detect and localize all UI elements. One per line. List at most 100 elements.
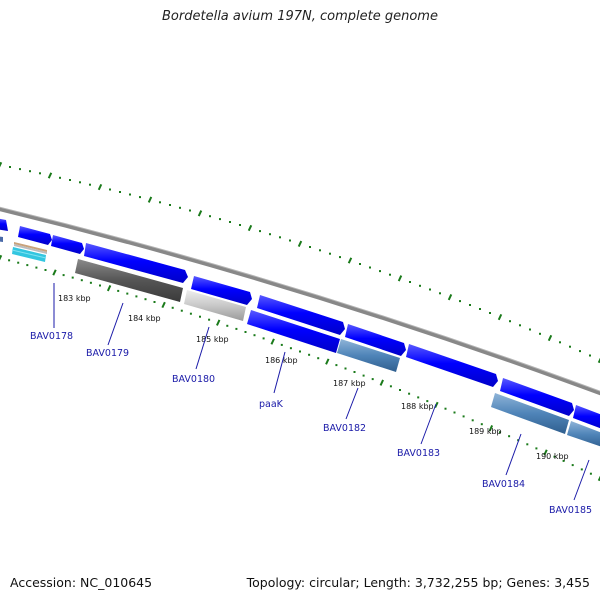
cds-feature <box>567 421 600 447</box>
leader-line <box>573 459 590 501</box>
minor-tick <box>229 221 231 223</box>
minor-tick <box>71 276 74 279</box>
minor-tick <box>109 188 111 191</box>
minor-tick <box>499 431 501 434</box>
minor-tick <box>59 176 61 179</box>
minor-tick <box>169 204 171 206</box>
map-title: Bordetella avium 197N, complete genome <box>162 9 438 24</box>
minor-tick <box>259 230 261 233</box>
minor-tick <box>579 350 581 353</box>
cds-feature <box>247 310 340 353</box>
kbp-labels: 183 kbp 184 kbp 185 kbp 186 kbp 187 kbp … <box>58 294 569 461</box>
minor-tick <box>589 354 591 357</box>
cds-feature <box>337 339 400 372</box>
minor-tick <box>289 239 291 242</box>
minor-tick <box>139 196 141 199</box>
gene-label: BAV0182 <box>323 423 366 434</box>
major-tick <box>0 161 3 169</box>
cds-feature <box>84 243 188 283</box>
minor-tick <box>44 269 47 271</box>
leader-line <box>273 351 286 394</box>
kbp-label: 187 kbp <box>333 379 366 388</box>
kbp-label: 188 kbp <box>401 402 434 411</box>
accession-label: Accession: <box>10 575 77 590</box>
minor-tick <box>244 331 247 333</box>
major-tick <box>47 172 53 179</box>
major-tick <box>447 294 453 301</box>
minor-tick <box>571 464 574 467</box>
minor-tick <box>199 315 201 318</box>
minor-tick <box>389 273 391 276</box>
minor-tick <box>280 343 283 346</box>
major-tick <box>147 196 153 203</box>
minor-tick <box>509 320 511 323</box>
accession-value: NC_010645 <box>80 575 153 590</box>
minor-tick <box>329 252 331 255</box>
major-tick <box>297 240 303 247</box>
minor-tick <box>309 246 311 248</box>
minor-tick <box>526 443 529 446</box>
minor-tick <box>353 371 356 373</box>
inner-tick-ring <box>0 254 600 482</box>
minor-tick <box>553 455 556 458</box>
major-tick <box>161 301 166 309</box>
major-tick <box>247 224 253 232</box>
rna-feature <box>14 244 47 254</box>
minor-tick <box>459 300 461 303</box>
minor-tick <box>19 168 21 171</box>
leader-line <box>420 403 437 445</box>
minor-tick <box>339 256 341 259</box>
leader-line <box>505 433 522 476</box>
minor-tick <box>235 327 238 330</box>
leader-line <box>345 387 359 420</box>
minor-tick <box>26 264 29 267</box>
cds-feature <box>406 344 498 387</box>
minor-tick <box>159 201 161 204</box>
major-tick <box>547 334 553 342</box>
minor-tick <box>153 301 156 303</box>
gene-label: BAV0183 <box>397 448 440 459</box>
minor-tick <box>344 367 347 370</box>
minor-tick <box>417 396 420 399</box>
minor-tick <box>529 328 531 331</box>
minor-tick <box>469 304 471 306</box>
minor-tick <box>8 259 11 262</box>
minor-tick <box>426 400 429 403</box>
minor-tick <box>144 298 147 301</box>
minor-tick <box>362 374 365 377</box>
label-leaders <box>53 283 590 501</box>
gene-label: BAV0185 <box>549 505 592 516</box>
minor-tick <box>569 345 571 348</box>
minor-tick <box>589 472 592 475</box>
kbp-label: 183 kbp <box>58 294 91 303</box>
major-tick <box>0 254 3 262</box>
kbp-label: 185 kbp <box>196 335 229 344</box>
kbp-label: 190 kbp <box>536 452 569 461</box>
major-tick <box>52 269 57 276</box>
minor-tick <box>262 337 265 340</box>
minor-tick <box>369 266 371 269</box>
gene-label: BAV0179 <box>86 348 129 359</box>
minor-tick <box>317 357 320 360</box>
major-tick <box>543 449 548 456</box>
minor-tick <box>180 309 183 312</box>
kbp-label: 184 kbp <box>128 314 161 323</box>
minor-tick <box>80 279 83 282</box>
gene-label: paaK <box>259 399 284 410</box>
minor-tick <box>226 324 229 327</box>
minor-tick <box>239 224 241 226</box>
minor-tick <box>209 215 211 218</box>
minor-tick <box>279 236 281 239</box>
minor-tick <box>69 179 71 181</box>
kbp-label: 189 kbp <box>469 427 502 436</box>
minor-tick <box>126 292 129 295</box>
backbone-arc-highlight <box>0 206 600 392</box>
minor-tick <box>371 378 374 381</box>
cds-feature <box>191 276 252 305</box>
major-tick <box>97 183 103 191</box>
minor-tick <box>409 281 411 283</box>
backbone-arc <box>0 207 600 396</box>
minor-tick <box>308 353 311 356</box>
minor-tick <box>219 218 221 221</box>
minor-tick <box>453 411 456 414</box>
